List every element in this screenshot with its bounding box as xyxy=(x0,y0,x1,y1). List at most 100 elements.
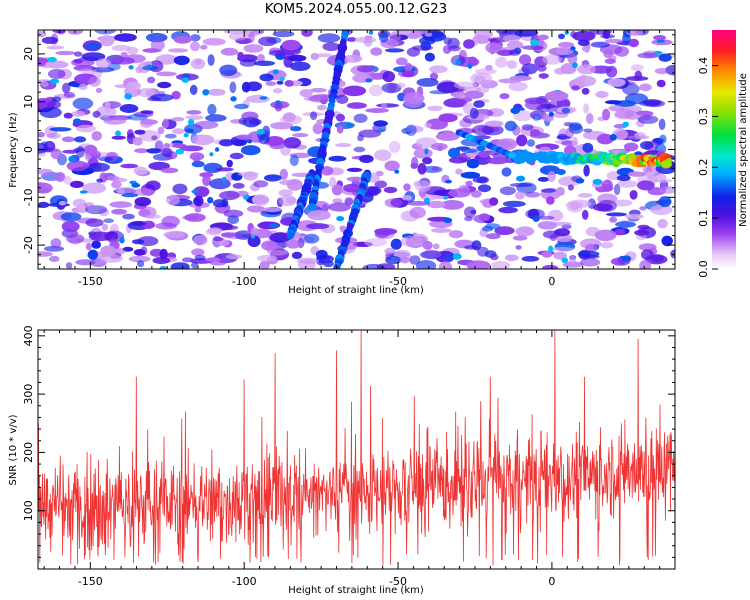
noise-blob xyxy=(605,38,624,44)
noise-blob xyxy=(404,62,413,72)
noise-blob xyxy=(134,129,146,135)
noise-blob xyxy=(346,102,367,109)
noise-blob xyxy=(365,108,389,113)
noise-blob xyxy=(170,262,190,269)
noise-blob xyxy=(343,183,362,193)
noise-blob xyxy=(346,167,363,172)
noise-blob xyxy=(163,231,186,239)
noise-blob xyxy=(572,30,596,42)
noise-blob xyxy=(78,83,88,90)
noise-blob xyxy=(75,259,96,266)
noise-blob xyxy=(403,92,425,105)
noise-blob xyxy=(166,195,180,206)
noise-blob xyxy=(38,182,53,194)
noise-blob xyxy=(120,51,128,58)
noise-blob xyxy=(219,190,240,201)
noise-blob xyxy=(422,240,433,250)
noise-blob xyxy=(545,90,569,102)
noise-blob xyxy=(250,226,259,239)
noise-blob xyxy=(202,174,211,187)
noise-blob xyxy=(328,155,347,162)
noise-blob xyxy=(191,261,199,269)
noise-blob xyxy=(39,106,62,119)
noise-blob xyxy=(475,68,497,75)
snr-series-line xyxy=(38,330,675,566)
noise-blob xyxy=(530,129,541,136)
noise-blob xyxy=(504,254,519,262)
noise-blob xyxy=(189,152,205,161)
noise-blob xyxy=(91,131,102,141)
noise-hotspot xyxy=(49,78,60,84)
noise-blob xyxy=(306,223,330,230)
noise-blob xyxy=(133,111,154,118)
colorbar-tick-label: 0.3 xyxy=(697,108,710,126)
noise-blob xyxy=(266,249,289,256)
noise-blob xyxy=(413,148,433,159)
noise-blob xyxy=(194,254,206,261)
noise-blob xyxy=(657,218,668,229)
noise-blob xyxy=(401,195,413,201)
noise-blob xyxy=(46,45,65,50)
noise-blob xyxy=(191,134,215,146)
noise-blob xyxy=(41,36,59,45)
noise-blob xyxy=(357,65,375,73)
spectrogram-ytick-label: 0 xyxy=(22,146,35,153)
noise-blob xyxy=(207,227,223,234)
noise-blob xyxy=(151,135,158,141)
noise-blob xyxy=(173,55,190,66)
noise-blob xyxy=(555,47,574,56)
noise-blob xyxy=(134,197,152,207)
noise-blob xyxy=(156,71,177,77)
noise-blob xyxy=(219,64,238,77)
noise-blob xyxy=(406,201,430,206)
noise-blob xyxy=(530,110,547,120)
noise-blob xyxy=(185,115,204,120)
noise-hotspot xyxy=(73,118,82,125)
noise-blob xyxy=(584,243,598,252)
noise-blob xyxy=(547,171,556,182)
noise-blob xyxy=(56,30,66,35)
noise-blob xyxy=(309,87,327,93)
noise-blob xyxy=(96,178,104,183)
noise-blob xyxy=(381,102,388,110)
noise-blob xyxy=(400,256,410,264)
noise-blob xyxy=(61,136,75,143)
colorbar-tick-label: 0.4 xyxy=(697,57,710,75)
noise-blob xyxy=(411,45,434,51)
noise-blob xyxy=(229,81,237,94)
noise-hotspot xyxy=(653,50,663,55)
noise-blob xyxy=(346,176,364,182)
noise-blob xyxy=(656,79,666,88)
noise-blob xyxy=(363,37,373,47)
noise-blob xyxy=(604,100,622,105)
noise-blob xyxy=(226,159,233,168)
noise-hotspot xyxy=(424,197,430,204)
noise-hotspot xyxy=(452,253,462,260)
noise-blob xyxy=(367,186,382,195)
noise-blob xyxy=(217,239,230,247)
noise-blob xyxy=(656,178,673,183)
noise-blob xyxy=(646,171,655,177)
noise-hotspot xyxy=(368,30,374,35)
noise-blob xyxy=(569,255,577,264)
noise-blob xyxy=(606,65,618,78)
noise-blob xyxy=(563,122,574,127)
noise-blob xyxy=(515,226,535,237)
noise-blob xyxy=(438,113,458,123)
noise-hotspot xyxy=(79,190,88,194)
noise-blob xyxy=(152,256,171,265)
noise-blob xyxy=(411,156,419,169)
noise-blob xyxy=(634,229,650,236)
noise-blob xyxy=(374,149,392,161)
spectrogram-xtick-label: 0 xyxy=(548,275,555,288)
noise-blob xyxy=(240,145,261,156)
noise-blob xyxy=(436,81,460,94)
noise-blob xyxy=(328,202,351,212)
noise-blob xyxy=(384,160,400,172)
noise-blob xyxy=(539,165,561,176)
noise-blob xyxy=(111,180,122,189)
noise-blob xyxy=(521,124,534,131)
noise-blob xyxy=(503,35,521,43)
noise-hotspot xyxy=(242,195,249,200)
